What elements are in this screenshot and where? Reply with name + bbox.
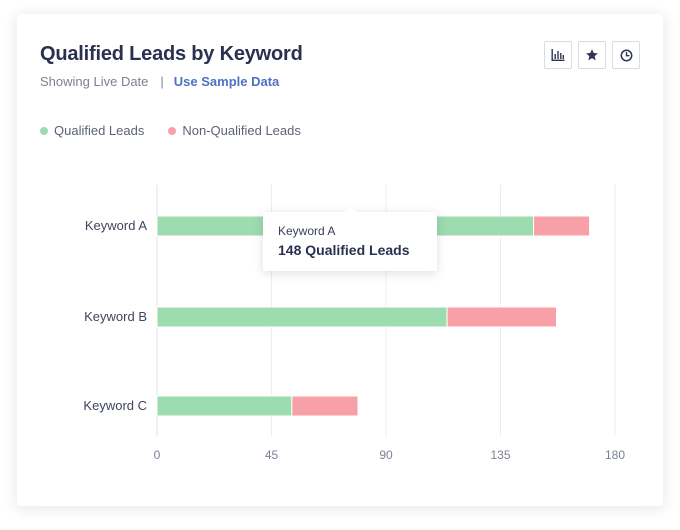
- chart-title: Qualified Leads by Keyword: [40, 43, 303, 65]
- favorite-button[interactable]: [578, 41, 606, 69]
- star-icon: [586, 49, 598, 61]
- bar-chart-icon: [551, 49, 565, 61]
- use-sample-data-link[interactable]: Use Sample Data: [173, 74, 280, 89]
- bar-chart-button[interactable]: [544, 41, 572, 69]
- tooltip-value: 148 Qualified Leads: [278, 242, 410, 258]
- legend-swatch-non-qualified: [168, 126, 177, 135]
- subtitle-separator: |: [160, 74, 164, 89]
- x-tick-label: 135: [490, 448, 510, 462]
- x-tick-label: 180: [605, 448, 625, 462]
- category-label: Keyword B: [84, 309, 147, 324]
- legend-item-non-qualified[interactable]: Non-Qualified Leads: [168, 123, 301, 138]
- x-tick-label: 0: [154, 448, 161, 462]
- category-label: Keyword A: [85, 218, 147, 233]
- bar-non-qualified: [291, 395, 359, 417]
- history-button[interactable]: [612, 41, 640, 69]
- legend-label-qualified: Qualified Leads: [54, 123, 145, 138]
- data-source-status: Showing Live Date: [40, 74, 149, 89]
- bar-qualified: [156, 395, 293, 417]
- bar-non-qualified: [446, 306, 557, 328]
- subtitle: Showing Live Date | Use Sample Data: [40, 74, 279, 89]
- clock-icon: [620, 49, 632, 61]
- tooltip-label: Keyword A: [278, 224, 336, 238]
- legend-item-qualified[interactable]: Qualified Leads: [40, 123, 144, 138]
- x-tick-label: 90: [379, 448, 393, 462]
- bar-qualified: [156, 306, 448, 328]
- legend-swatch-qualified: [40, 126, 48, 135]
- bar-non-qualified: [533, 215, 591, 237]
- x-tick-label: 45: [265, 448, 279, 462]
- chart-tooltip: Keyword A 148 Qualified Leads: [263, 206, 437, 271]
- chart-toolbar: [544, 41, 640, 69]
- chart-legend: Qualified Leads Non-Qualified Leads: [40, 123, 301, 138]
- category-label: Keyword C: [83, 398, 147, 413]
- legend-label-non-qualified: Non-Qualified Leads: [182, 123, 301, 138]
